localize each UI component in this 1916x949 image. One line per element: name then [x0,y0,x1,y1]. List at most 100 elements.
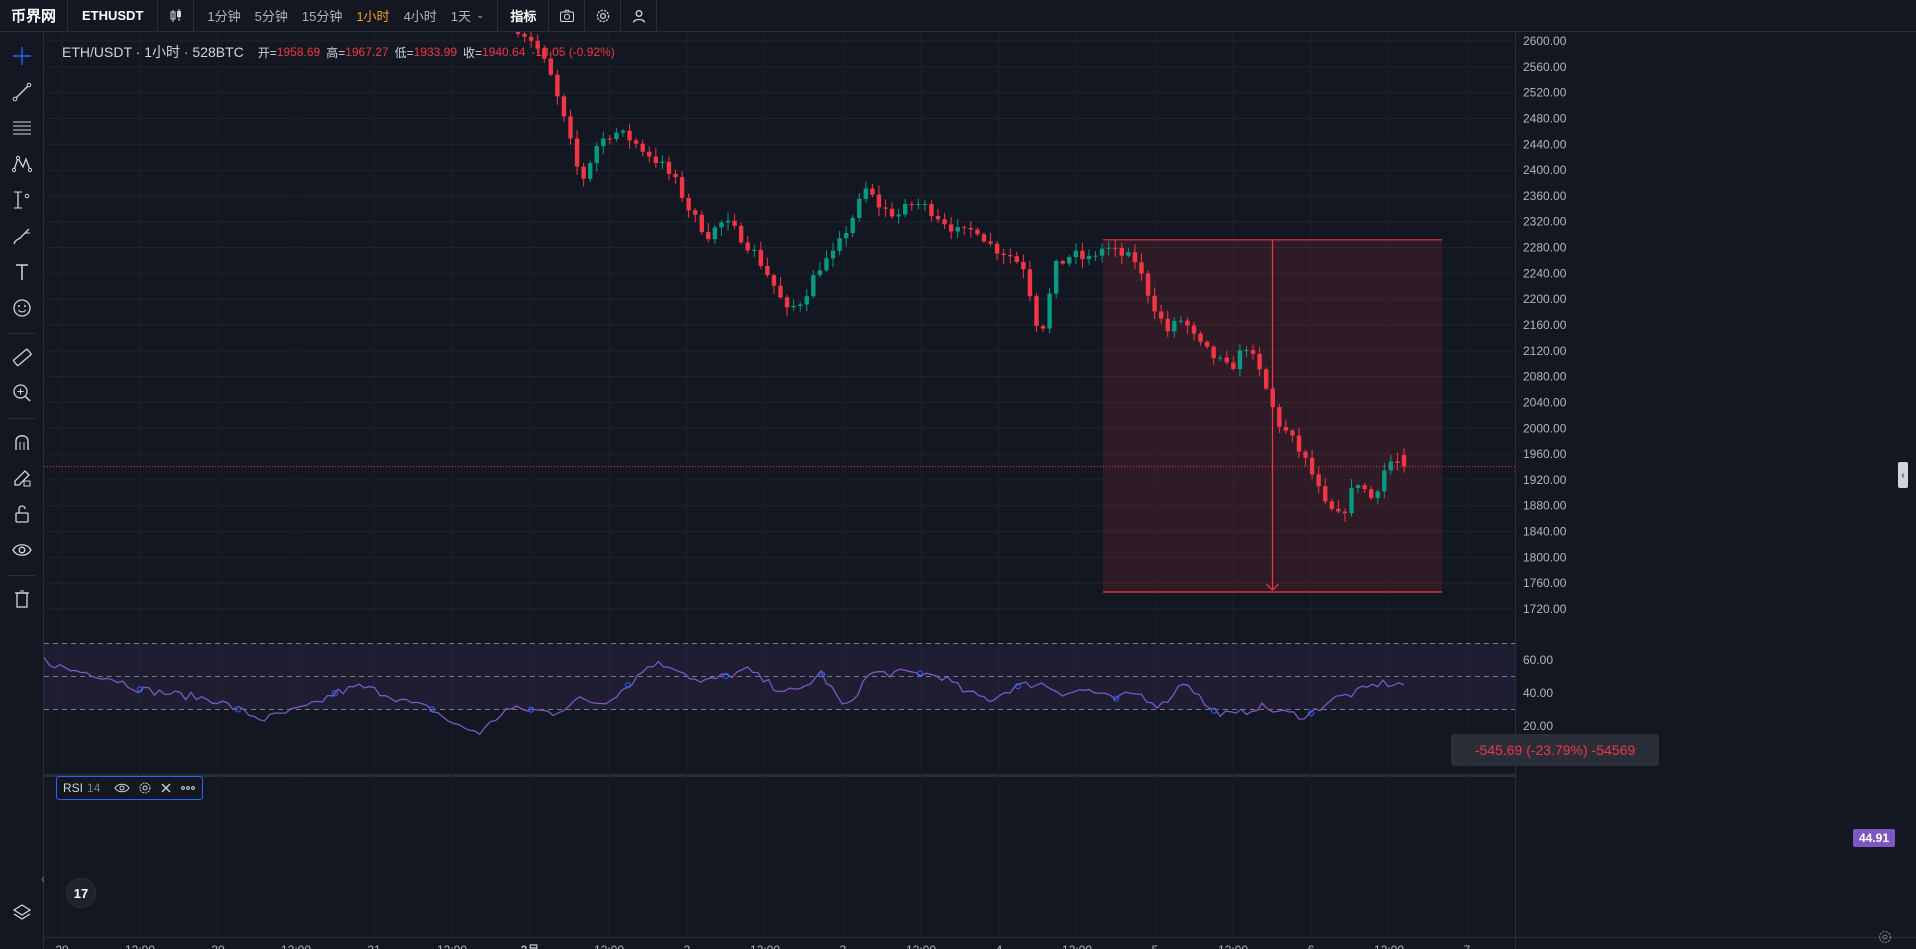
timeframe-1m[interactable]: 1分钟 [207,9,241,24]
rsi-visibility-button[interactable] [114,782,130,794]
object-tree-tool[interactable] [6,898,38,928]
open-label: 开= [257,45,277,60]
layers-icon [12,904,32,920]
price-tick-label: 1960.00 [1523,447,1567,461]
candle-body [843,233,849,239]
symbol-selector[interactable]: ETHUSDT [68,0,159,32]
candle-body [916,204,921,206]
crosshair-tool[interactable] [6,41,38,71]
candlestick-series [515,32,1407,522]
time-tick-label: 12:00 [1218,943,1248,949]
unlock-tool[interactable] [6,499,38,529]
candle-body [660,161,665,164]
candle-body [706,232,711,240]
account-button[interactable] [621,0,658,32]
rsi-value-badge: 44.91 [1853,829,1895,847]
candle-body [1368,489,1374,499]
indicators-button[interactable]: 指标 [498,0,550,32]
rsi-legend[interactable]: RSI 14 [56,776,204,800]
measure-arrow-head [1266,583,1279,591]
candle-body [857,198,862,218]
timeframe-1d[interactable]: 1天 ⌄ [444,0,492,32]
candle-body [1316,474,1321,487]
candle-body [1388,461,1394,471]
candle-body [1185,320,1190,326]
projection-tool[interactable] [6,185,38,215]
time-axis[interactable]: 29 12:00 30 12:00 31 12:00 2月 12:00 2 12:00 3 12:00… [55,943,1470,949]
site-logo[interactable]: 币界网 [0,0,68,32]
candle-body [1375,491,1380,499]
ruler-tool[interactable] [6,342,38,372]
candle-body [752,249,757,251]
price-tick-label: 1760.00 [1523,576,1567,590]
rsi-more-button[interactable] [180,782,196,794]
visibility-tool[interactable] [6,535,38,565]
eye-icon [12,544,32,556]
price-tick-label: 1840.00 [1523,525,1567,539]
fib-tool[interactable] [6,113,38,143]
candle-body [1257,353,1262,370]
price-tick-label: 2440.00 [1523,137,1567,151]
candle-body [1198,333,1203,342]
brush-tool[interactable] [6,221,38,251]
price-chart[interactable]: 2600.002560.002520.002480.002440.002400.… [44,32,1916,949]
rsi-settings-button[interactable] [138,781,152,795]
candle-body [1382,470,1387,492]
emoji-tool[interactable] [6,293,38,323]
timeframe-15m[interactable]: 15分钟 [301,9,343,24]
settings-button[interactable] [585,0,622,32]
tradingview-logo[interactable]: 17 [66,878,96,908]
time-tick-label: 12:00 [1374,943,1404,949]
candle-body [1021,261,1026,270]
price-scale-handle[interactable]: ‹ [1898,462,1908,488]
rsi-marker [1112,695,1120,702]
candle-body [1047,293,1052,329]
chart-title[interactable]: ETH/USDT · 1小时 · 528BTC [62,44,244,60]
timeframe-4h[interactable]: 4小时 [403,9,437,24]
timeframe-1h[interactable]: 1小时 [356,9,390,24]
zoom-icon [13,384,31,402]
candle-body [574,138,580,167]
screenshot-button[interactable] [549,0,586,32]
delete-tool[interactable] [6,584,38,614]
candle-body [942,219,947,225]
price-axis[interactable]: 2600.00 2560.00 2520.00 2480.00 2440.00 2400.… [1523,34,1567,733]
pane-collapse-button[interactable]: ‹ [41,872,53,890]
candle-body [581,166,586,179]
candles-icon [170,8,181,22]
candle-body [1296,435,1302,452]
pattern-tool[interactable] [6,149,38,179]
candle-body [653,156,659,164]
candle-body [1113,247,1118,249]
candle-body [1277,407,1282,428]
candle-body [1323,486,1328,502]
candle-body [1158,311,1164,319]
timeframe-5m[interactable]: 5分钟 [254,9,288,24]
candle-type-button[interactable] [158,0,195,32]
rsi-marker [818,671,826,678]
close-value: 1940.64 [482,45,526,59]
ohlc-legend: ETH/USDT · 1小时 · 528BTC 开= 1958.69 高= 1967… [62,42,615,62]
price-range-measure[interactable] [1103,239,1442,593]
text-tool[interactable] [6,257,38,287]
candle-body [876,194,882,208]
candle-body [627,130,632,141]
candle-body [830,250,836,259]
magnet-tool[interactable] [6,427,38,457]
zoom-tool[interactable] [6,378,38,408]
candle-body [555,74,560,97]
candle-body [732,220,737,226]
candle-body [778,285,783,298]
top-toolbar: 币界网 ETHUSDT 1分钟 5分钟 15分钟 1小时 4小时 1天 ⌄ 指标 [0,0,1916,32]
rsi-remove-button[interactable] [160,782,172,794]
lock-drawing-tool[interactable] [6,463,38,493]
candle-body [699,214,704,233]
chart-settings-button[interactable] [1876,928,1894,946]
candle-body [824,258,829,271]
trendline-tool[interactable] [6,77,38,107]
price-tick-label: 2080.00 [1523,370,1567,384]
projection-icon [14,191,30,209]
rsi-marker [916,670,924,677]
gear-icon [139,782,151,794]
trash-icon [15,590,29,608]
